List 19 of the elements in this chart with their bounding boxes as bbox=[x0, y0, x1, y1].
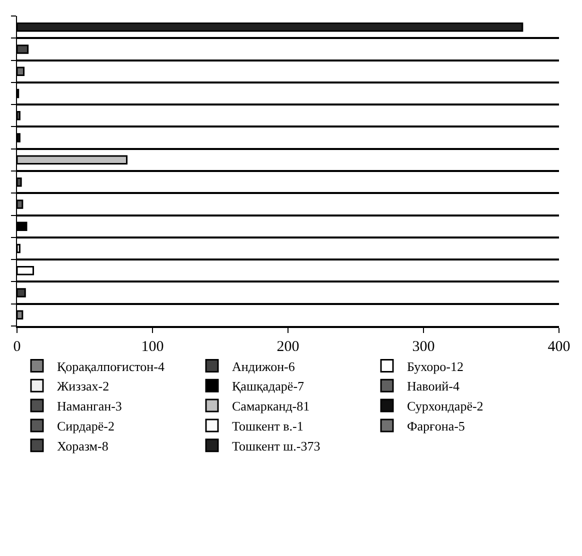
x-tick-label: 400 bbox=[548, 339, 570, 355]
legend-label: Навоий-4 bbox=[407, 378, 460, 394]
x-tick-label: 100 bbox=[141, 339, 164, 355]
legend-label: Наманган-3 bbox=[57, 398, 122, 414]
legend-label: Қорақалпоғистон-4 bbox=[57, 358, 165, 374]
legend-label: Самарканд-81 bbox=[232, 398, 310, 414]
legend-label: Сирдарё-2 bbox=[57, 418, 114, 434]
legend-label: Тошкент ш.-373 bbox=[232, 438, 320, 454]
legend-label: Андижон-6 bbox=[232, 358, 296, 374]
legend-label: Жиззах-2 bbox=[57, 378, 110, 394]
x-tick-label: 200 bbox=[276, 339, 300, 355]
legend-label: Сурхондарё-2 bbox=[407, 398, 484, 414]
legend-label: Фарғона-5 bbox=[407, 418, 465, 434]
legend-label: Хоразм-8 bbox=[57, 438, 108, 454]
legend-label: Қашқадарё-7 bbox=[232, 378, 305, 394]
legend-label: Бухоро-12 bbox=[407, 358, 464, 374]
legend-label: Тошкент в.-1 bbox=[232, 418, 304, 434]
x-tick-label: 0 bbox=[13, 339, 21, 355]
x-tick-label: 300 bbox=[412, 339, 435, 355]
